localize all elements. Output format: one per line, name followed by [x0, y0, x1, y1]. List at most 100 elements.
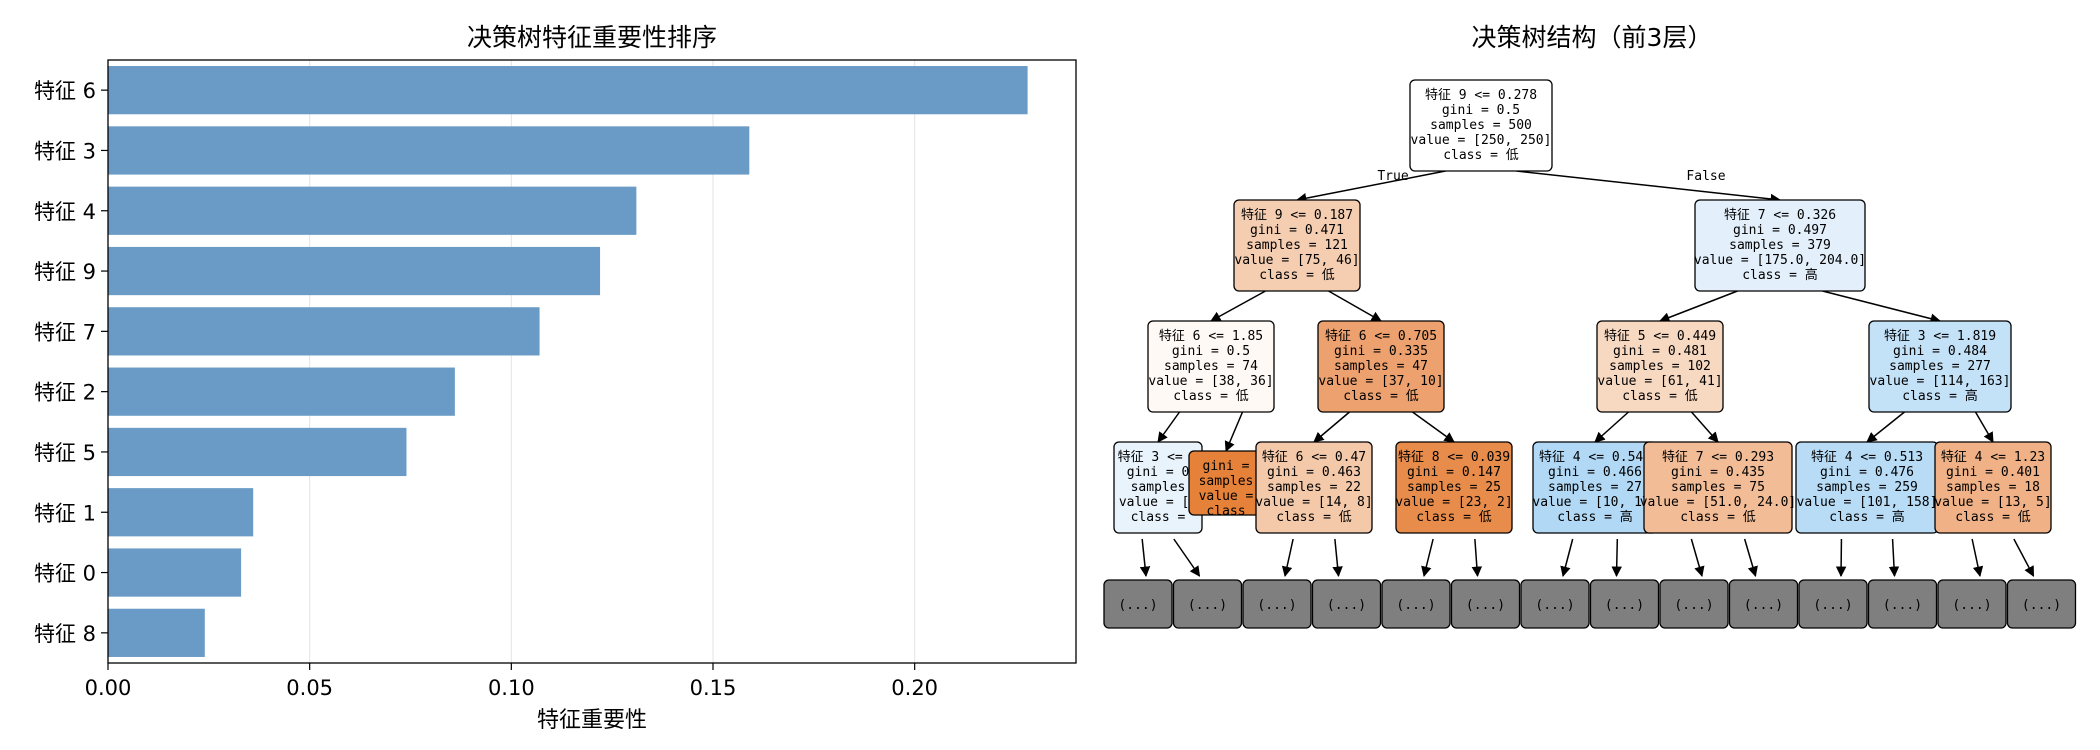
bar [108, 246, 601, 296]
truncated-leaf-box [1659, 579, 1729, 629]
tree-node-text: samples = 102 [1609, 359, 1711, 374]
tree-edge [1516, 170, 1782, 205]
tree-node-text: class = 高 [1557, 509, 1633, 525]
tree-node-text: class = 低 [1955, 510, 2031, 525]
edge-label-true: True [1377, 169, 1408, 184]
tree-node-text: value = [51.0, 24.0] [1640, 495, 1797, 510]
tree-edge [2013, 538, 2035, 577]
tree-edge [1611, 538, 1622, 578]
tree-node-text: gini = 0.147 [1407, 465, 1501, 480]
edge-label-false: False [1686, 169, 1725, 184]
tree-node-text: 特征 7 <= 0.326 [1724, 208, 1836, 223]
tree-node-text: 特征 4 <= 0.513 [1811, 450, 1923, 465]
tree-node-text: value = [1199, 489, 1254, 504]
truncated-leaf-label: (...) [1605, 598, 1644, 613]
tree-node-text: gini = 0.497 [1733, 223, 1827, 238]
tree-node-text: gini = 0.466 [1548, 465, 1642, 480]
tree-node-text: value = [175.0, 204.0] [1694, 253, 1866, 268]
truncated-leaf: (...) [1381, 579, 1451, 629]
truncated-leaf-label: (...) [2022, 598, 2061, 613]
tree-node-text: value = [13, 5] [1934, 495, 2051, 510]
tree-node-box [1596, 320, 1724, 413]
truncated-leaf-box [1381, 579, 1451, 629]
truncated-leaf-box [1798, 579, 1868, 629]
tree-edge [1224, 411, 1244, 452]
tree-node-text: value = [10, 17] [1532, 495, 1657, 510]
tree-chart-title: 决策树结构（前3层） [1472, 23, 1713, 52]
tree-node-text: class = 低 [1622, 389, 1698, 404]
truncated-leaf-label: (...) [1396, 598, 1435, 613]
truncated-leaf-box [1103, 579, 1173, 629]
bar [108, 488, 254, 537]
y-tick-label: 特征 2 [34, 381, 96, 405]
truncated-leaf-label: (...) [1952, 598, 1991, 613]
tree-edge [1971, 538, 1984, 578]
tree-edge [1295, 170, 1446, 204]
bar [108, 548, 242, 597]
truncated-leaf-label: (...) [1466, 598, 1505, 613]
tree-edge [1690, 411, 1719, 443]
truncated-leaf-label: (...) [1883, 598, 1922, 613]
truncated-leaf: (...) [1311, 579, 1382, 629]
tree-node-text: value = [38, 36] [1148, 374, 1273, 389]
bar [108, 367, 455, 416]
bar [108, 186, 637, 235]
tree-edge [1328, 290, 1382, 322]
tree-node-text: gini = 0.335 [1334, 344, 1428, 359]
truncated-leaf: (...) [1520, 579, 1590, 629]
y-tick-label: 特征 6 [34, 79, 96, 103]
tree-node-box [1395, 441, 1513, 534]
tree-node-box [1233, 199, 1361, 292]
truncated-leaf-box [1867, 579, 1938, 629]
tree-node-text: 特征 4 <= 1.23 [1941, 450, 2045, 465]
tree-node-box [1694, 199, 1866, 292]
truncated-leaf-box [1242, 579, 1312, 629]
tree-edge [1743, 538, 1758, 578]
tree-node-text: 特征 3 <= 0 [1118, 450, 1199, 465]
truncated-leaf: (...) [1172, 579, 1243, 629]
importance-bar-chart: 决策树特征重要性排序 特征 6特征 3特征 4特征 9特征 7特征 2特征 5特… [34, 23, 1077, 733]
tree-node-text: 特征 6 <= 1.85 [1159, 329, 1263, 344]
bar [108, 608, 205, 657]
truncated-leaf-label: (...) [1257, 598, 1296, 613]
tree-node-text: samples = 500 [1430, 118, 1532, 133]
tree-edge [1974, 411, 1994, 443]
tree-edge [1421, 538, 1434, 578]
tree-node-text: gini = [1203, 459, 1250, 474]
truncated-leaf: (...) [2006, 579, 2077, 629]
bar [108, 126, 750, 175]
y-tick-label: 特征 0 [34, 562, 96, 586]
x-tick-label: 0.20 [891, 676, 938, 700]
tree-edge [1560, 538, 1574, 578]
truncated-leaf: (...) [1450, 579, 1521, 629]
tree-node-box [1868, 320, 2012, 413]
tree-node-text: gini = 0.435 [1671, 465, 1765, 480]
truncated-leaf-box [1450, 579, 1521, 629]
tree-node-text: 特征 6 <= 0.47 [1262, 450, 1366, 465]
y-tick-label: 特征 4 [34, 200, 96, 224]
tree-node-text: samples = 22 [1267, 480, 1361, 495]
bar [108, 66, 1028, 115]
tree-node-text: value = [3 [1119, 495, 1197, 510]
tree-edges [1139, 170, 2035, 578]
tree-node-text: class = 低 [1173, 389, 1249, 404]
tree-node-text: samples [1199, 474, 1254, 489]
x-tick-label: 0.15 [690, 676, 737, 700]
bar [108, 307, 540, 356]
x-tick-label: 0.00 [85, 676, 132, 700]
tree-node-text: value = [114, 163] [1870, 374, 2011, 389]
tree-node-box [1409, 79, 1553, 172]
x-tick-label: 0.05 [286, 676, 333, 700]
tree-node-text: gini = 0.484 [1893, 344, 1987, 359]
tree-node-text: gini = 0.471 [1250, 223, 1344, 238]
tree-node-text: 特征 4 <= 0.543 [1539, 450, 1651, 465]
x-axis-label: 特征重要性 [537, 708, 647, 733]
x-tick-labels: 0.00 0.05 0.10 0.15 0.20 [85, 663, 938, 700]
truncated-leaf-label: (...) [1327, 598, 1366, 613]
tree-node-text: samples = 25 [1407, 480, 1501, 495]
